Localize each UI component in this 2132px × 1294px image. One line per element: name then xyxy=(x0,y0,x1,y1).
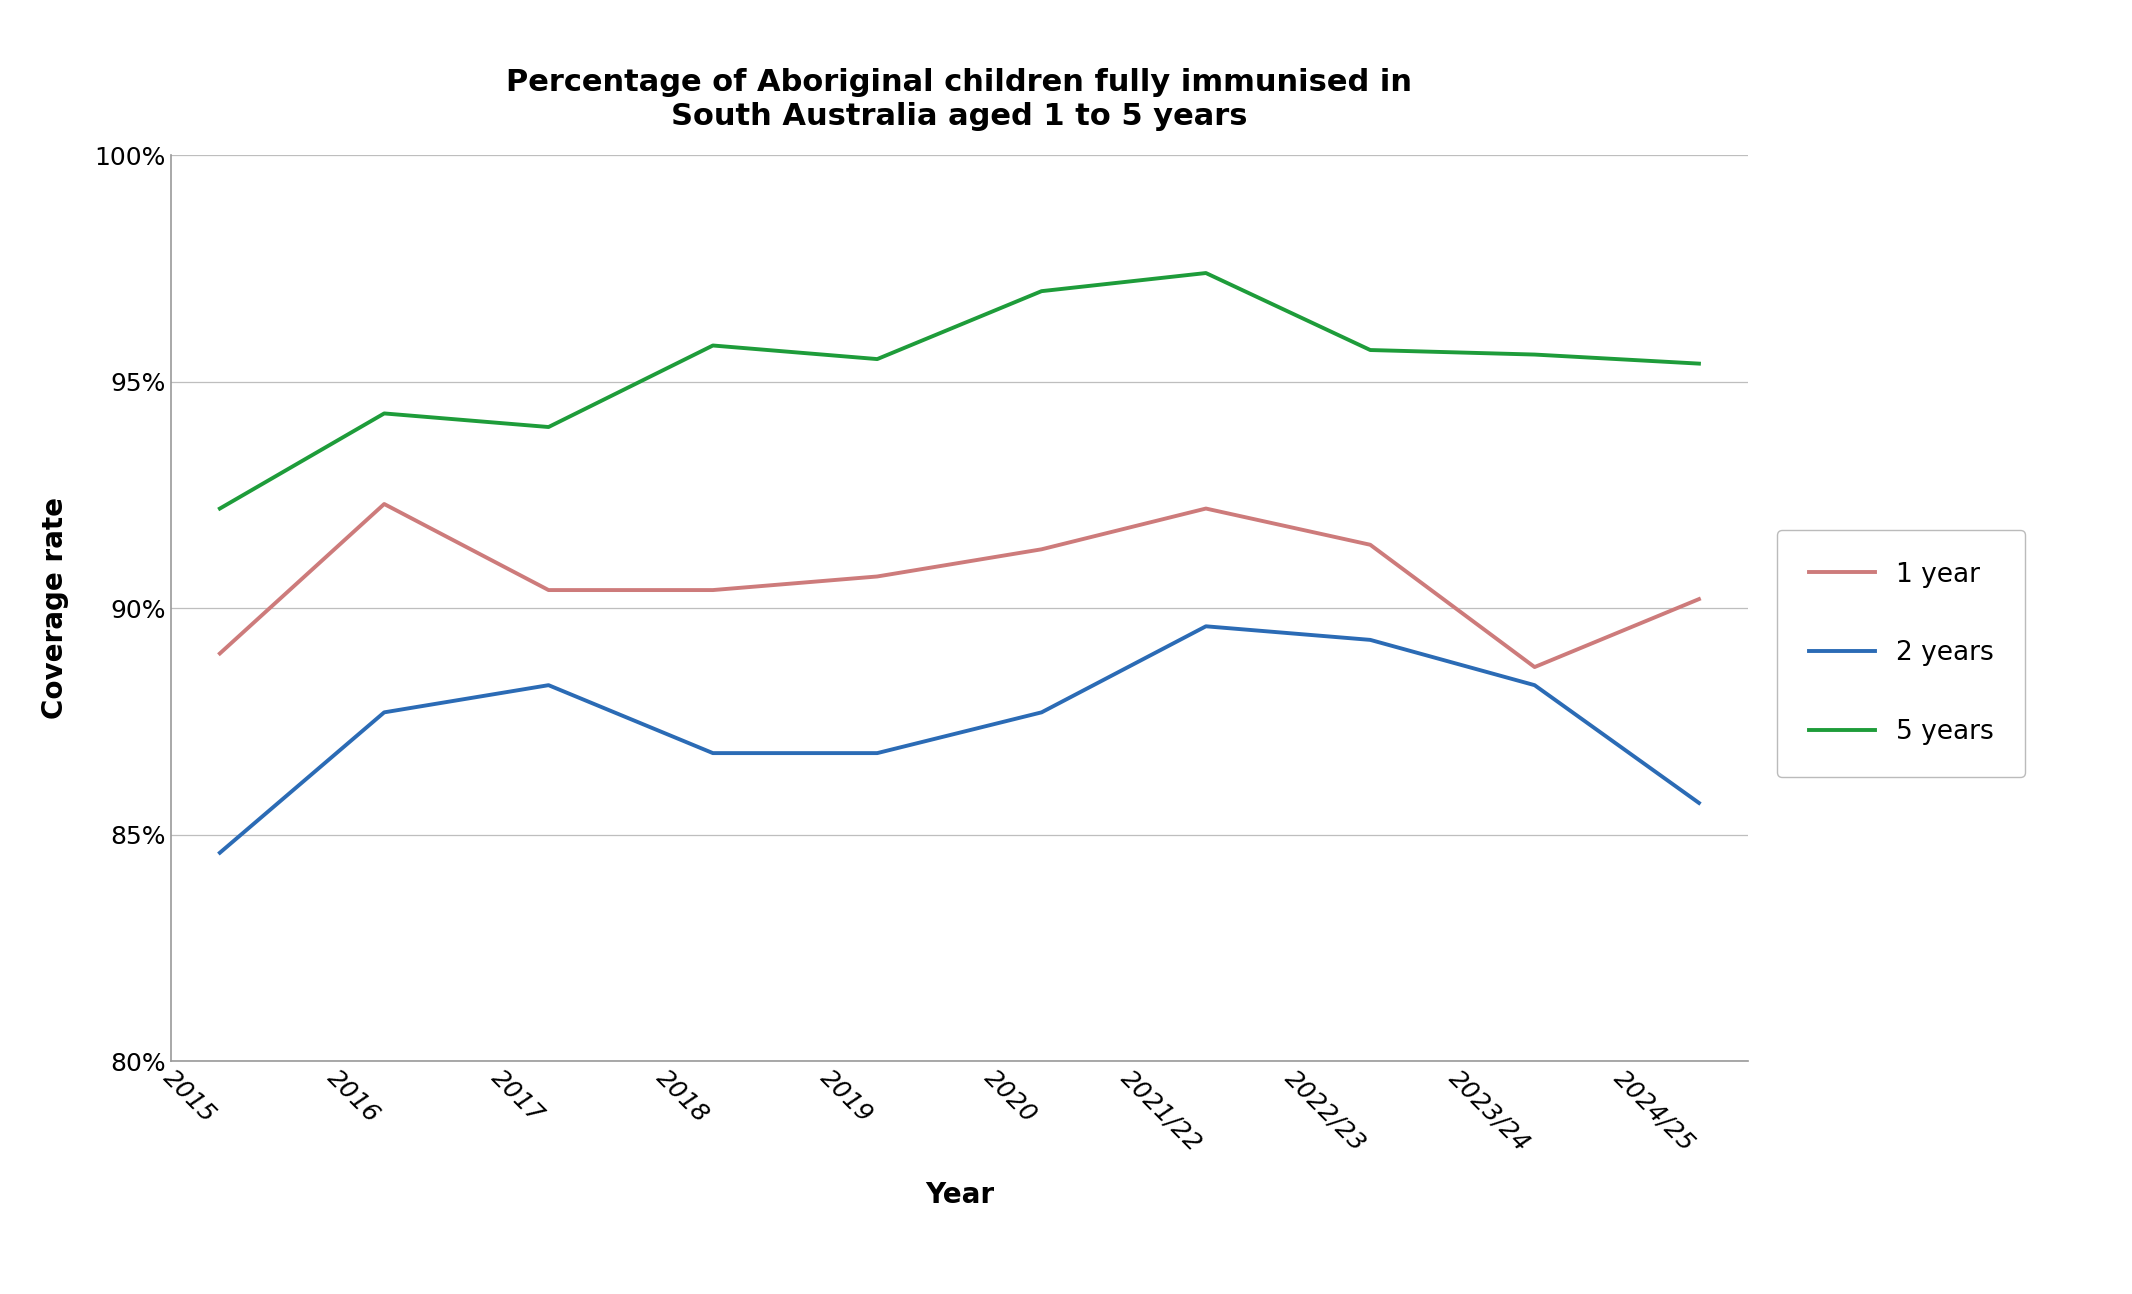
X-axis label: Year: Year xyxy=(925,1181,994,1209)
Y-axis label: Coverage rate: Coverage rate xyxy=(41,497,70,719)
Legend: 1 year, 2 years, 5 years: 1 year, 2 years, 5 years xyxy=(1778,531,2025,776)
Title: Percentage of Aboriginal children fully immunised in
South Australia aged 1 to 5: Percentage of Aboriginal children fully … xyxy=(507,69,1411,131)
